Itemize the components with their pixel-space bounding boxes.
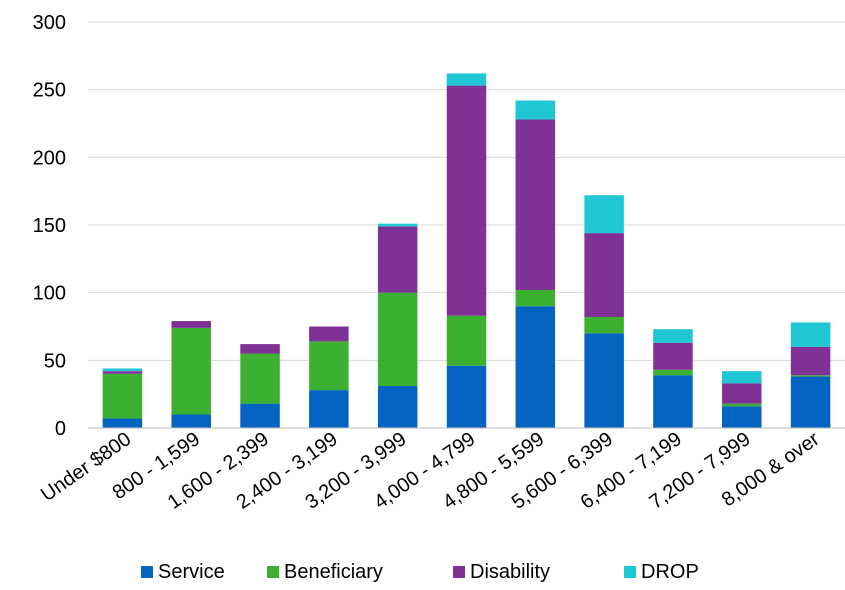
legend-label: Disability [470, 561, 550, 583]
bar-segment-drop [102, 368, 143, 372]
y-axis-ticks: 0 50 100 150 200 250 300 [33, 12, 66, 440]
bar-segment-disability [309, 326, 349, 342]
bar-segment-service [790, 376, 831, 428]
bar-segment-disability [102, 371, 143, 374]
bar-segment-service [722, 406, 762, 428]
bar-segment-drop [446, 73, 487, 86]
bar-segment-disability [515, 119, 556, 290]
y-tick-label: 150 [33, 215, 66, 237]
legend-item: DROP [624, 561, 699, 583]
bar-segment-beneficiary [102, 373, 143, 419]
bars [102, 73, 831, 428]
bar-segment-beneficiary [309, 341, 349, 391]
bar-segment-beneficiary [584, 317, 624, 334]
bar-segment-drop [515, 100, 556, 120]
bar-segment-beneficiary [653, 369, 693, 376]
bar-segment-disability [377, 226, 418, 293]
bar-segment-drop [653, 329, 693, 343]
bar-segment-beneficiary [790, 375, 831, 377]
bar-segment-service [446, 365, 487, 428]
bar-segment-drop [790, 322, 831, 347]
bar-segment-beneficiary [515, 289, 556, 307]
bar-segment-disability [240, 344, 280, 354]
legend-label: Service [158, 561, 225, 583]
bar-segment-disability [446, 85, 487, 316]
bar-segment-drop [584, 195, 624, 234]
bar-segment-disability [790, 346, 831, 376]
bar-segment-service [377, 386, 418, 428]
y-tick-label: 100 [33, 283, 66, 305]
bar-segment-service [171, 414, 211, 428]
bar-segment-service [102, 418, 143, 428]
bar-segment-disability [653, 342, 693, 370]
y-tick-label: 200 [33, 147, 66, 169]
bar-segment-service [309, 390, 349, 428]
bar-segment-beneficiary [240, 353, 280, 404]
bar-segment-beneficiary [171, 327, 211, 415]
legend-item: Disability [453, 561, 550, 583]
legend-swatch [141, 566, 153, 578]
bar-segment-disability [722, 383, 762, 404]
y-tick-label: 50 [44, 350, 66, 372]
legend-swatch [267, 566, 279, 578]
bar-segment-service [584, 333, 624, 428]
legend-label: Beneficiary [284, 561, 383, 583]
bar-segment-service [653, 375, 693, 428]
legend-item: Beneficiary [267, 561, 383, 583]
bar-segment-drop [377, 223, 418, 227]
bar-segment-drop [722, 371, 762, 384]
bar-segment-beneficiary [446, 315, 487, 366]
y-tick-label: 250 [33, 80, 66, 102]
legend-swatch [453, 566, 465, 578]
legend: Service Beneficiary Disability DROP [141, 561, 699, 583]
bar-segment-beneficiary [377, 292, 418, 387]
y-tick-label: 0 [55, 418, 66, 440]
legend-item: Service [141, 561, 225, 583]
bar-segment-beneficiary [722, 403, 762, 407]
legend-label: DROP [641, 561, 699, 583]
bar-segment-disability [584, 233, 624, 318]
y-tick-label: 300 [33, 12, 66, 34]
bar-segment-service [240, 403, 280, 428]
bar-segment-service [515, 306, 556, 428]
legend-swatch [624, 566, 636, 578]
bar-segment-disability [171, 321, 211, 328]
